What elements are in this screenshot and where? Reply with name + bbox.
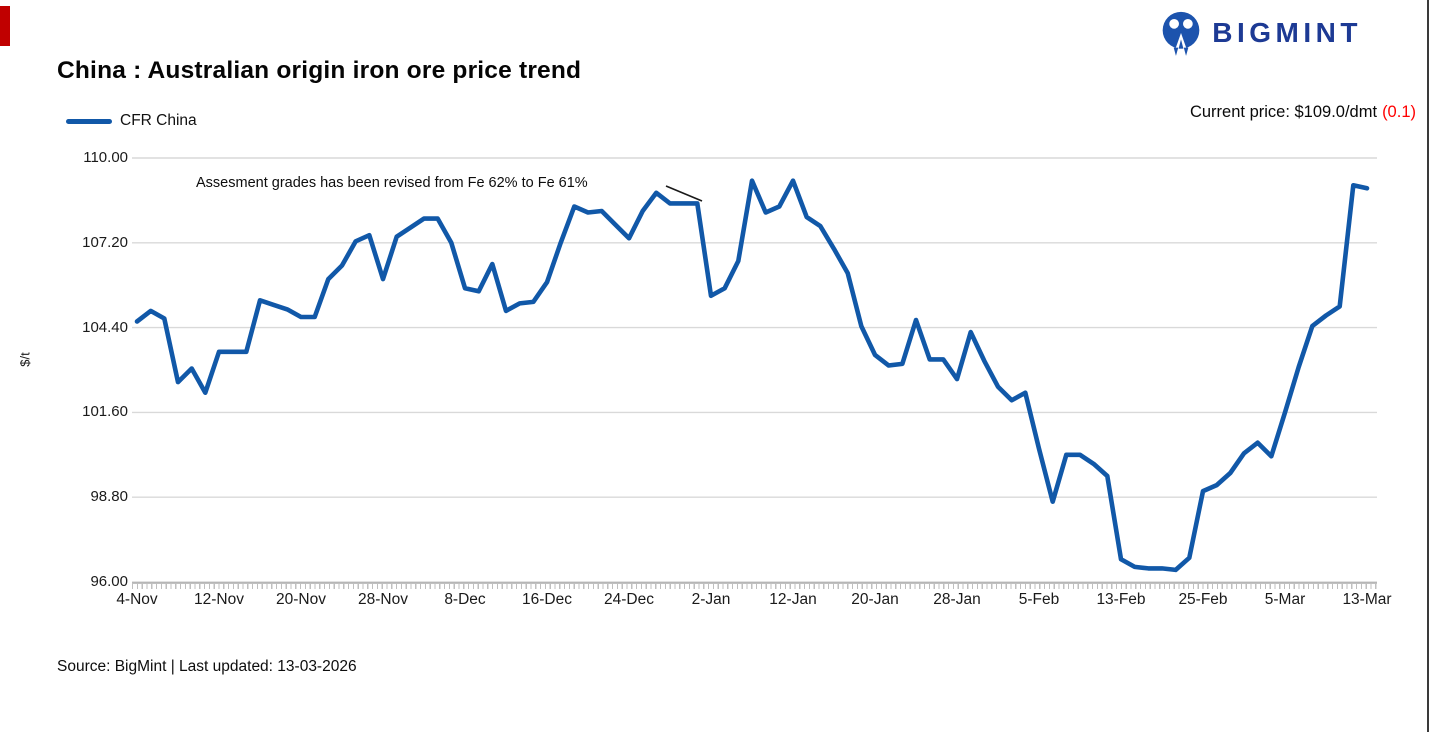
x-tick-label: 28-Jan <box>933 591 981 608</box>
brand-accent-bar <box>0 6 10 46</box>
x-axis-minor-ticks <box>132 583 1377 589</box>
legend: CFR China <box>66 112 197 130</box>
x-tick-label: 2-Jan <box>691 591 731 608</box>
x-tick-label: 25-Feb <box>1178 591 1228 608</box>
y-tick-label: 96.00 <box>90 573 128 590</box>
source-note: Source: BigMint | Last updated: 13-03-20… <box>57 658 357 675</box>
x-tick-label: 4-Nov <box>116 591 158 608</box>
x-tick-label: 20-Nov <box>276 591 326 608</box>
x-tick-label: 5-Feb <box>1018 591 1060 608</box>
annotation-text: Assesment grades has been revised from F… <box>196 175 588 191</box>
y-tick-label: 98.80 <box>90 488 128 506</box>
x-tick-label: 20-Jan <box>851 591 899 608</box>
y-tick-label: 110.00 <box>83 149 128 166</box>
legend-line-swatch <box>66 118 112 124</box>
bigmint-logo-icon <box>1162 11 1200 56</box>
x-tick-label: 5-Mar <box>1264 591 1306 608</box>
brand-logo: BIGMINT <box>1159 8 1362 58</box>
current-price-change: (0.1) <box>1382 103 1416 121</box>
x-tick-label: 8-Dec <box>444 591 486 608</box>
current-price: Current price: $109.0/dmt (0.1) <box>1190 103 1416 122</box>
x-tick-label: 13-Mar <box>1342 591 1392 608</box>
x-tick-label: 28-Nov <box>358 591 408 608</box>
brand-name: BIGMINT <box>1212 17 1362 48</box>
y-tick-label: 107.20 <box>82 233 128 251</box>
x-tick-label: 12-Jan <box>769 591 817 608</box>
x-tick-label: 16-Dec <box>522 591 572 608</box>
x-tick-label: 12-Nov <box>194 591 244 608</box>
chart-title: China : Australian origin iron ore price… <box>57 57 582 84</box>
current-price-text: Current price: $109.0/dmt <box>1189 103 1378 121</box>
window-right-edge <box>1427 0 1429 732</box>
x-tick-label: 24-Dec <box>604 591 654 608</box>
y-tick-label: 104.40 <box>82 318 128 336</box>
x-tick-label: 13-Feb <box>1096 591 1146 608</box>
legend-series-label: CFR China <box>120 112 197 129</box>
cfr-china-price-line <box>134 178 1370 573</box>
annotation-callout-line <box>665 185 703 202</box>
y-tick-label: 101.60 <box>82 403 128 421</box>
